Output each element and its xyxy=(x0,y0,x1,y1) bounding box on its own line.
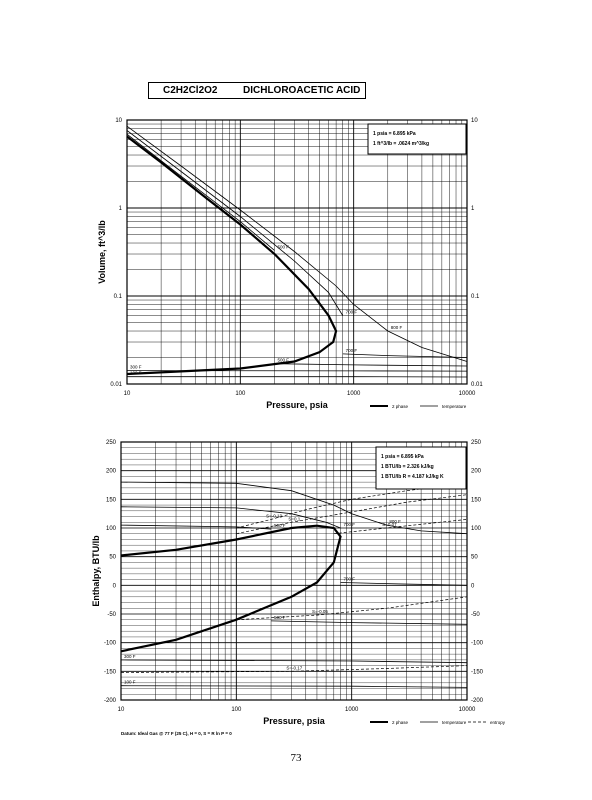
entropy-line xyxy=(333,519,468,535)
chemical-formula: C2H2Cl2O2 xyxy=(163,85,218,96)
y-axis-title: Enthalpy, BTU/lb xyxy=(91,535,101,607)
legend-label-temperature: temperature xyxy=(442,720,467,725)
isotherm-line xyxy=(126,133,275,251)
isotherm-label: 500 F xyxy=(274,523,286,528)
x-tick-label: 100 xyxy=(235,391,246,397)
isotherm-line xyxy=(120,506,341,529)
y-tick-label-right: -200 xyxy=(471,698,484,704)
isotherm-label: 800 F xyxy=(391,325,403,330)
x-tick-label: 10 xyxy=(124,391,131,397)
y-tick-label-right: 10 xyxy=(471,118,478,124)
entropy-label: S=0.1 xyxy=(288,516,300,521)
y-tick-label-right: 1 xyxy=(471,206,475,212)
entropy-line xyxy=(120,665,468,673)
isotherm-label: 500 F xyxy=(277,244,289,249)
x-axis-title: Pressure, psia xyxy=(263,716,326,726)
y-tick-label-left: 200 xyxy=(106,469,117,475)
chemical-name: DICHLOROACETIC ACID xyxy=(243,85,361,96)
entropy-label: S=-0.17 xyxy=(286,665,302,670)
y-tick-label-left: -50 xyxy=(107,612,116,618)
isotherm-line xyxy=(126,125,468,362)
legend-label-two-phase: 2 phase xyxy=(392,404,409,409)
isotherm-line xyxy=(120,524,272,530)
entropy-line xyxy=(236,482,468,529)
plot-frame xyxy=(120,441,468,701)
y-tick-label-right: -50 xyxy=(471,612,480,618)
conversion-box xyxy=(375,446,467,490)
isotherm-line xyxy=(126,130,344,316)
isotherm-label: 300 F xyxy=(130,365,142,370)
isotherm-label: 500 F xyxy=(274,615,286,620)
conversion-box xyxy=(367,123,467,155)
entropy-label: S=-0.13 xyxy=(266,513,282,518)
y-tick-label-right: 0.1 xyxy=(471,294,480,300)
y-tick-label-right: 50 xyxy=(471,555,478,561)
legend-label-two-phase: 2 phase xyxy=(392,720,409,725)
y-tick-label-right: -100 xyxy=(471,641,484,647)
entropy-line xyxy=(236,494,468,535)
two-phase-curve xyxy=(126,135,338,376)
isotherm-label: 700 F xyxy=(343,576,355,581)
y-tick-label-right: -150 xyxy=(471,669,484,675)
y-tick-label-right: 0.01 xyxy=(471,382,483,388)
y-tick-label-left: 150 xyxy=(106,497,117,503)
isotherm-line xyxy=(340,582,468,586)
x-tick-label: 1000 xyxy=(345,707,359,713)
y-tick-label-left: -200 xyxy=(104,698,117,704)
y-tick-label-left: 1 xyxy=(119,206,123,212)
y-tick-label-right: 200 xyxy=(471,469,482,475)
entropy-line xyxy=(236,596,468,621)
isotherm-line xyxy=(120,481,468,535)
conversion-box-text: 1 psia = 6.895 kPa xyxy=(381,454,424,460)
conversion-box-text: 1 BTU/lb = 2.326 kJ/kg xyxy=(381,464,434,470)
y-tick-label-left: 250 xyxy=(106,440,117,446)
y-tick-label-left: 0.01 xyxy=(110,382,122,388)
y-tick-label-right: 100 xyxy=(471,526,482,532)
conversion-box-text: 1 psia = 6.895 kPa xyxy=(373,131,416,137)
page-number: 73 xyxy=(290,752,302,764)
y-axis-title: Volume, ft^3/lb xyxy=(97,220,107,284)
x-axis-title: Pressure, psia xyxy=(266,400,329,410)
isotherm-label: 800 F xyxy=(389,519,401,524)
y-tick-label-left: 0 xyxy=(113,583,117,589)
datum-footnote: Datum: Ideal Gas @ 77 F (25 C), H = 0, S… xyxy=(121,731,232,736)
isotherm-line xyxy=(342,353,468,358)
x-tick-label: 10 xyxy=(118,707,125,713)
y-tick-label-left: 0.1 xyxy=(114,294,123,300)
isotherm-line xyxy=(274,363,468,367)
isotherm-line xyxy=(120,659,468,664)
x-tick-label: 10000 xyxy=(459,707,476,713)
isotherm-label: 700 F xyxy=(343,522,355,527)
y-tick-label-right: 250 xyxy=(471,440,482,446)
conversion-box-text: 1 ft^3/lb = .0624 m^3/kg xyxy=(373,141,429,147)
y-tick-label-right: 150 xyxy=(471,497,482,503)
isotherm-label: 300 F xyxy=(124,654,136,659)
isotherm-line xyxy=(120,685,468,688)
x-tick-label: 1000 xyxy=(347,391,361,397)
entropy-label: S=-0.05 xyxy=(312,609,328,614)
x-tick-label: 10000 xyxy=(459,391,476,397)
y-tick-label-left: -100 xyxy=(104,641,117,647)
y-tick-label-left: 10 xyxy=(115,118,122,124)
two-phase-curve xyxy=(120,524,342,653)
conversion-box-text: 1 BTU/lb R = 4.187 kJ/kg K xyxy=(381,474,444,480)
isotherm-line xyxy=(126,370,468,372)
chart-title-box: C2H2Cl2O2 DICHLOROACETIC ACID xyxy=(148,82,366,99)
legend-label-temperature: temperature xyxy=(442,404,467,409)
y-tick-label-left: 100 xyxy=(106,526,117,532)
isotherm-label: 100 F xyxy=(124,680,136,685)
isotherm-label: 100 F xyxy=(130,371,142,376)
y-tick-label-left: -150 xyxy=(104,669,117,675)
y-tick-label-right: 0 xyxy=(471,583,475,589)
y-tick-label-left: 50 xyxy=(109,555,116,561)
isotherm-label: 500 F xyxy=(277,358,289,363)
isotherm-line xyxy=(271,620,468,625)
entropy-label: S=0.07 xyxy=(382,522,397,527)
plot-frame xyxy=(126,119,468,385)
legend-label-entropy: entropy xyxy=(490,720,506,725)
isotherm-label: 700 F xyxy=(346,348,358,353)
isotherm-label: 700 F xyxy=(346,310,358,315)
x-tick-label: 100 xyxy=(231,707,242,713)
